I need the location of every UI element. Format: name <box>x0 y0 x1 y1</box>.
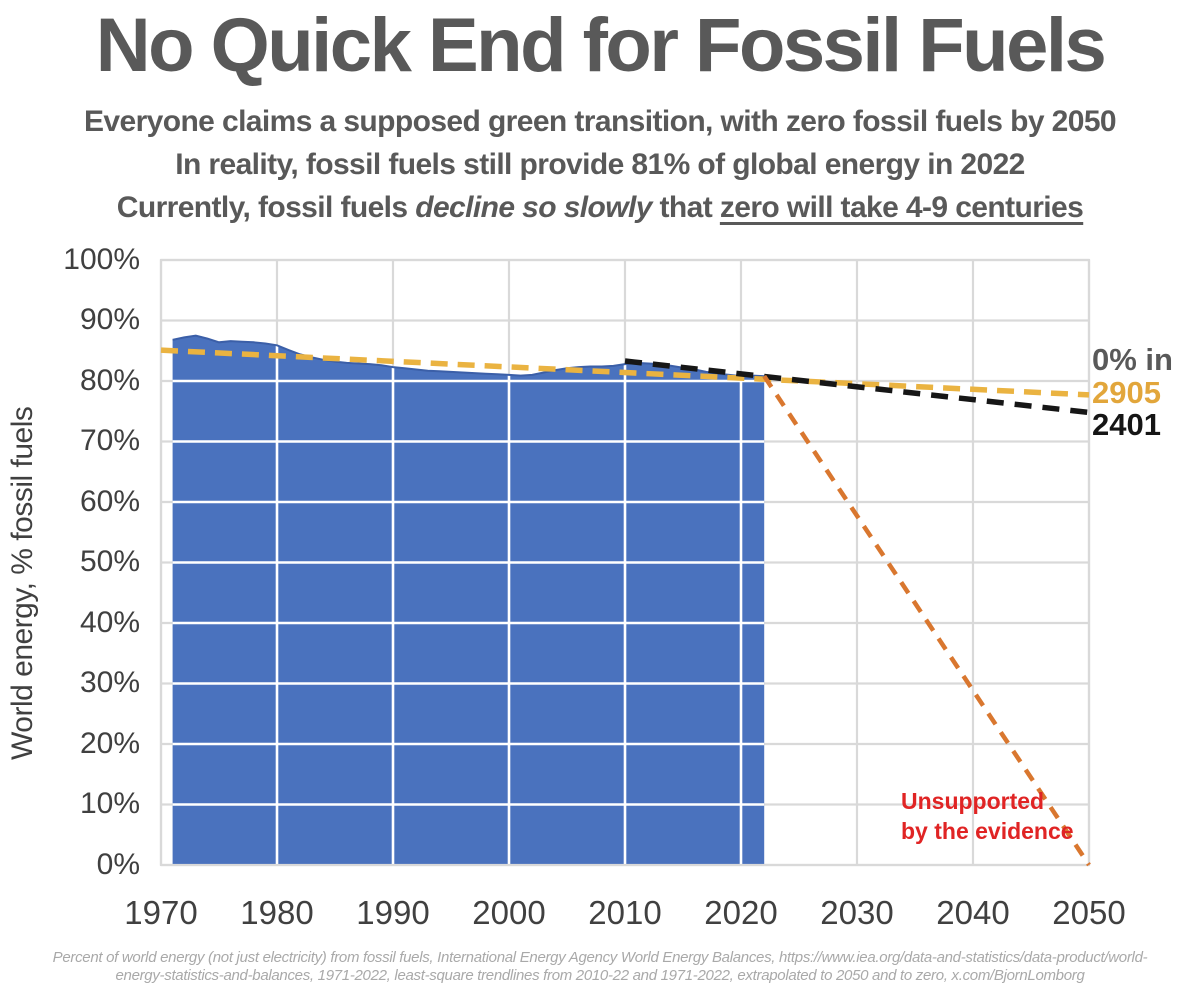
y-tick-label: 0% <box>96 848 140 881</box>
subtitle3-middle: that <box>651 191 720 224</box>
x-tick-label: 2010 <box>588 894 662 931</box>
unsupported-annotation-line-2: by the evidence <box>901 818 1074 844</box>
x-tick-label: 2050 <box>1052 894 1126 931</box>
y-tick-label: 70% <box>79 424 140 457</box>
x-tick-label: 1970 <box>124 894 198 931</box>
subtitle3-prefix: Currently, fossil fuels <box>116 191 416 224</box>
subtitle-line-1: Everyone claims a supposed green transit… <box>83 105 1117 138</box>
y-tick-label: 30% <box>79 666 140 699</box>
y-tick-label: 10% <box>79 787 140 820</box>
y-tick-label: 60% <box>79 485 140 518</box>
y-tick-label: 90% <box>79 303 140 336</box>
subtitle3-italic-phrase: decline so slowly <box>415 191 652 224</box>
y-tick-label: 50% <box>79 545 140 578</box>
source-note-line-1: Percent of world energy (not just electr… <box>52 949 1148 966</box>
x-tick-label: 1980 <box>240 894 314 931</box>
x-tick-label: 2030 <box>820 894 894 931</box>
y-tick-label: 100% <box>63 243 140 276</box>
y-tick-label: 20% <box>79 727 140 760</box>
x-tick-label: 2000 <box>472 894 546 931</box>
x-tick-label: 1990 <box>356 894 430 931</box>
unsupported-annotation-line-1: Unsupported <box>901 788 1045 814</box>
source-note-line-2: energy-statistics-and-balances, 1971-202… <box>115 967 1085 984</box>
zero-year-fast-trend-label: 2401 <box>1092 407 1161 442</box>
subtitle3-underlined-phrase: zero will take 4-9 centuries <box>719 191 1084 224</box>
zero-percent-label: 0% in <box>1092 342 1173 377</box>
y-tick-label: 80% <box>79 364 140 397</box>
subtitle-line-2: In reality, fossil fuels still provide 8… <box>175 148 1025 181</box>
subtitle-line-3: Currently, fossil fuels decline so slowl… <box>0 186 1200 230</box>
x-tick-label: 2020 <box>704 894 778 931</box>
zero-year-slow-trend-label: 2905 <box>1092 375 1161 410</box>
y-tick-label: 40% <box>79 606 140 639</box>
x-tick-label: 2040 <box>936 894 1010 931</box>
page-title: No Quick End for Fossil Fuels <box>95 3 1107 88</box>
